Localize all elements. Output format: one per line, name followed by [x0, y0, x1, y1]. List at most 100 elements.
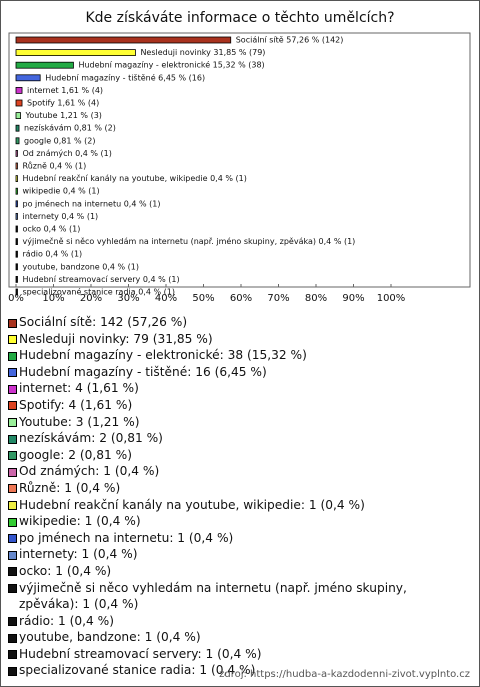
legend-item: internety: 1 (0,4 %) [8, 546, 470, 563]
legend-label: Sociální sítě: 142 (57,26 %) [19, 315, 188, 329]
legend-label: specializované stanice radia: 1 (0,4 %) [19, 663, 256, 678]
legend-item: rádio: 1 (0,4 %) [8, 613, 470, 630]
bar-label: Od známých 0,4 % (1) [23, 149, 112, 158]
legend-label: Hudební magazíny - elektronické: 38 (15,… [19, 348, 307, 363]
bar-label: nezískávám 0,81 % (2) [24, 124, 116, 133]
legend-swatch [8, 434, 17, 444]
legend-label: ocko: 1 (0,4 %) [19, 563, 112, 578]
bar [15, 275, 18, 283]
legend-swatch [8, 368, 17, 378]
legend-label: Youtube: 3 (1,21 %) [19, 414, 140, 429]
bar [15, 74, 41, 82]
x-tick-label: 60% [230, 293, 252, 304]
legend-label: youtube, bandzone: 1 (0,4 %) [19, 630, 201, 645]
legend-item: Hudební magazíny - elektronické: 38 (15,… [8, 347, 470, 364]
bar [15, 49, 136, 56]
legend-item: Nesleduji novinky: 79 (31,85 %) [8, 331, 470, 348]
bar [15, 187, 18, 195]
bar-label: specializované stanice radia 0,4 % (1) [23, 287, 175, 297]
x-tick-label: 0% [8, 293, 24, 304]
bar-label: Sociální sítě 57,26 % (142) [236, 36, 344, 45]
legend: Sociální sítě: 142 (57,26 %) Nesleduji no… [8, 314, 470, 679]
bar-label: Různě 0,4 % (1) [23, 161, 87, 171]
legend-item: Youtube: 3 (1,21 %) [8, 414, 470, 431]
legend-item: po jménech na internetu: 1 (0,4 %) [8, 530, 470, 547]
legend-swatch [8, 517, 17, 527]
bar [15, 263, 18, 271]
x-tick-label: 100% [377, 293, 406, 304]
legend-item: Spotify: 4 (1,61 %) [8, 397, 470, 414]
plot-frame [8, 32, 471, 288]
legend-label: internety: 1 (0,4 %) [19, 547, 138, 562]
bar-label: výjimečně si něco vyhledám na internetu … [23, 236, 356, 246]
x-tick-label: 40% [155, 293, 177, 304]
legend-item: youtube, bandzone: 1 (0,4 %) [8, 629, 470, 646]
bar-label: ocko 0,4 % (1) [23, 225, 81, 234]
bar-label: Spotify 1,61 % (4) [27, 99, 99, 108]
bar [15, 250, 18, 258]
legend-swatch [8, 335, 17, 345]
source: zdroj: https://hudba-a-kazdodenni-zivot.… [219, 669, 470, 680]
bar [15, 200, 18, 208]
legend-item: wikipedie: 1 (0,4 %) [8, 513, 470, 530]
x-tick-label: 80% [305, 293, 327, 304]
bar-label: Youtube 1,21 % (3) [25, 111, 102, 120]
legend-swatch [8, 633, 17, 643]
bar-label: rádio 0,4 % (1) [23, 250, 83, 259]
legend-label: rádio: 1 (0,4 %) [19, 613, 115, 628]
bar-label: Hudební reakční kanály na youtube, wikip… [23, 173, 247, 183]
legend-label: po jménech na internetu: 1 (0,4 %) [19, 530, 234, 545]
x-tick-label: 90% [342, 293, 364, 304]
legend-label: google: 2 (0,81 %) [19, 447, 132, 462]
bar-label: youtube, bandzone 0,4 % (1) [23, 262, 140, 271]
legend-swatch [8, 484, 17, 494]
legend-item: Hudební reakční kanály na youtube, wikip… [8, 497, 470, 514]
legend-item: Sociální sítě: 142 (57,26 %) [8, 314, 470, 331]
bar [15, 36, 232, 44]
bar [15, 225, 18, 233]
legend-swatch [8, 567, 17, 577]
bar-label: Hudební streamovací servery 0,4 % (1) [23, 275, 180, 284]
bar-label: Nesleduji novinky 31,85 % (79) [140, 48, 265, 57]
legend-item: google: 2 (0,81 %) [8, 447, 470, 464]
legend-item: Hudební streamovací servery: 1 (0,4 %) [8, 646, 470, 663]
legend-item: Hudební magazíny - tištěné: 16 (6,45 %) [8, 364, 470, 381]
legend-swatch [8, 451, 17, 461]
bar-label: internet 1,61 % (4) [27, 86, 103, 95]
bar-label: Hudební magazíny - tištěné 6,45 % (16) [45, 72, 205, 82]
bar [15, 112, 21, 119]
x-tick-label: 30% [117, 293, 139, 304]
legend-item: výjimečně si něco vyhledám na internetu … [8, 580, 470, 613]
bar [15, 124, 20, 132]
bar-label: internety 0,4 % (1) [23, 212, 99, 221]
bar-label: google 0,81 % (2) [24, 136, 95, 145]
legend-label: nezískávám: 2 (0,81 %) [19, 431, 163, 446]
bar [15, 212, 18, 220]
legend-label: Nesleduji novinky: 79 (31,85 %) [19, 331, 213, 346]
x-tick-label: 10% [42, 293, 64, 304]
bar-label: po jménech na internetu 0,4 % (1) [23, 198, 161, 208]
legend-label: Spotify: 4 (1,61 %) [19, 397, 133, 412]
legend-label: wikipedie: 1 (0,4 %) [19, 514, 141, 529]
legend-swatch [8, 384, 17, 394]
x-tick-label: 20% [80, 293, 102, 304]
bar [15, 162, 18, 170]
legend-label: Hudební reakční kanály na youtube, wikip… [19, 497, 365, 512]
chart-title: Kde získáváte informace o těchto umělcíc… [85, 10, 394, 26]
bar [15, 87, 23, 94]
legend-swatch [8, 617, 17, 627]
legend-label: Od známých: 1 (0,4 %) [19, 464, 160, 479]
bar-label: Hudební magazíny - elektronické 15,32 % … [78, 60, 264, 70]
legend-item: Od známých: 1 (0,4 %) [8, 463, 470, 480]
legend-label: výjimečně si něco vyhledám na internetu … [19, 580, 407, 612]
legend-swatch [8, 550, 17, 560]
bar [15, 238, 18, 246]
legend-label: Různě: 1 (0,4 %) [19, 480, 121, 495]
bar [15, 288, 18, 296]
x-tick-label: 50% [192, 293, 214, 304]
legend-item: specializované stanice radia: 1 (0,4 %) [8, 662, 470, 679]
legend-swatch [8, 584, 17, 593]
bar-label: wikipedie 0,4 % (1) [23, 187, 100, 196]
bar [15, 149, 18, 157]
legend-swatch [8, 418, 17, 428]
